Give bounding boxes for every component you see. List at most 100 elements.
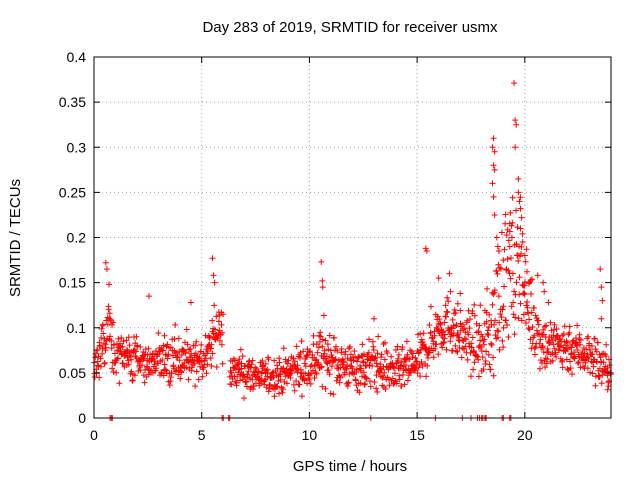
data-point: [327, 359, 334, 366]
data-point: [334, 365, 341, 372]
data-point: [121, 353, 128, 360]
data-point: [317, 329, 324, 336]
data-point: [540, 279, 547, 286]
data-point: [490, 162, 497, 169]
data-point: [597, 354, 604, 361]
data-point: [393, 380, 400, 387]
data-point: [426, 349, 433, 356]
data-point: [483, 318, 490, 325]
data-point: [195, 376, 202, 383]
data-point: [516, 198, 523, 205]
data-point: [468, 344, 475, 351]
data-point: [198, 358, 205, 365]
data-point: [280, 386, 287, 393]
data-point: [367, 383, 374, 390]
data-point: [185, 376, 192, 383]
data-point: [269, 374, 276, 381]
y-tick-label: 0.4: [67, 49, 87, 65]
data-point: [285, 357, 292, 364]
data-point: [120, 360, 127, 367]
data-point: [297, 366, 304, 373]
data-point: [92, 354, 99, 361]
data-point: [215, 318, 222, 325]
data-point: [511, 331, 518, 338]
data-point: [116, 380, 123, 387]
data-point: [137, 343, 144, 350]
data-point: [330, 391, 337, 398]
data-point: [366, 336, 373, 343]
data-point: [102, 347, 109, 354]
data-point: [178, 351, 185, 358]
data-point: [249, 376, 256, 383]
data-point: [328, 352, 335, 359]
data-point: [491, 321, 498, 328]
data-point: [435, 275, 442, 282]
data-point: [404, 351, 411, 358]
data-point: [336, 379, 343, 386]
data-point: [218, 321, 225, 328]
data-point: [284, 360, 291, 367]
data-point: [468, 340, 475, 347]
data-point: [98, 334, 105, 341]
data-point: [99, 345, 106, 352]
data-point: [492, 317, 499, 324]
data-point: [204, 361, 211, 368]
data-point: [423, 373, 430, 380]
data-point: [192, 350, 199, 357]
data-point: [192, 383, 199, 390]
data-point: [496, 264, 503, 271]
data-point: [471, 312, 478, 319]
data-point: [536, 365, 543, 372]
data-point: [307, 348, 314, 355]
data-point: [464, 356, 471, 363]
data-point: [298, 393, 305, 400]
data-point: [598, 284, 605, 291]
data-point: [594, 339, 601, 346]
data-point: [123, 337, 130, 344]
data-point: [103, 266, 110, 273]
data-point: [515, 257, 522, 264]
data-point: [241, 395, 248, 402]
data-point: [107, 333, 114, 340]
data-point: [475, 373, 482, 380]
data-point: [111, 350, 118, 357]
data-point: [101, 359, 108, 366]
data-point: [500, 303, 507, 310]
data-point: [113, 369, 120, 376]
data-point: [487, 366, 494, 373]
data-point: [133, 333, 140, 340]
data-point: [369, 338, 376, 345]
data-point: [454, 348, 461, 355]
chart-title: Day 283 of 2019, SRMTID for receiver usm…: [202, 19, 498, 36]
data-point: [319, 383, 326, 390]
data-point: [198, 341, 205, 348]
data-point: [353, 366, 360, 373]
data-point: [585, 355, 592, 362]
data-point: [478, 347, 485, 354]
data-point: [606, 361, 613, 368]
data-point: [490, 135, 497, 142]
data-point: [370, 346, 377, 353]
data-point: [466, 316, 473, 323]
data-point: [115, 335, 122, 342]
data-point: [373, 385, 380, 392]
data-point: [319, 284, 326, 291]
data-point: [510, 299, 517, 306]
data-point: [308, 361, 315, 368]
data-point: [91, 373, 98, 380]
data-point: [441, 331, 448, 338]
data-point: [503, 231, 510, 238]
data-point: [326, 371, 333, 378]
x-tick-label: 10: [302, 427, 318, 443]
data-point: [451, 306, 458, 313]
data-point: [476, 342, 483, 349]
data-point: [351, 348, 358, 354]
data-point: [105, 306, 112, 313]
data-point: [430, 354, 437, 361]
data-point: [343, 365, 350, 372]
data-point: [603, 353, 610, 360]
data-point: [467, 349, 474, 356]
data-point: [161, 332, 168, 339]
data-point: [187, 345, 194, 352]
